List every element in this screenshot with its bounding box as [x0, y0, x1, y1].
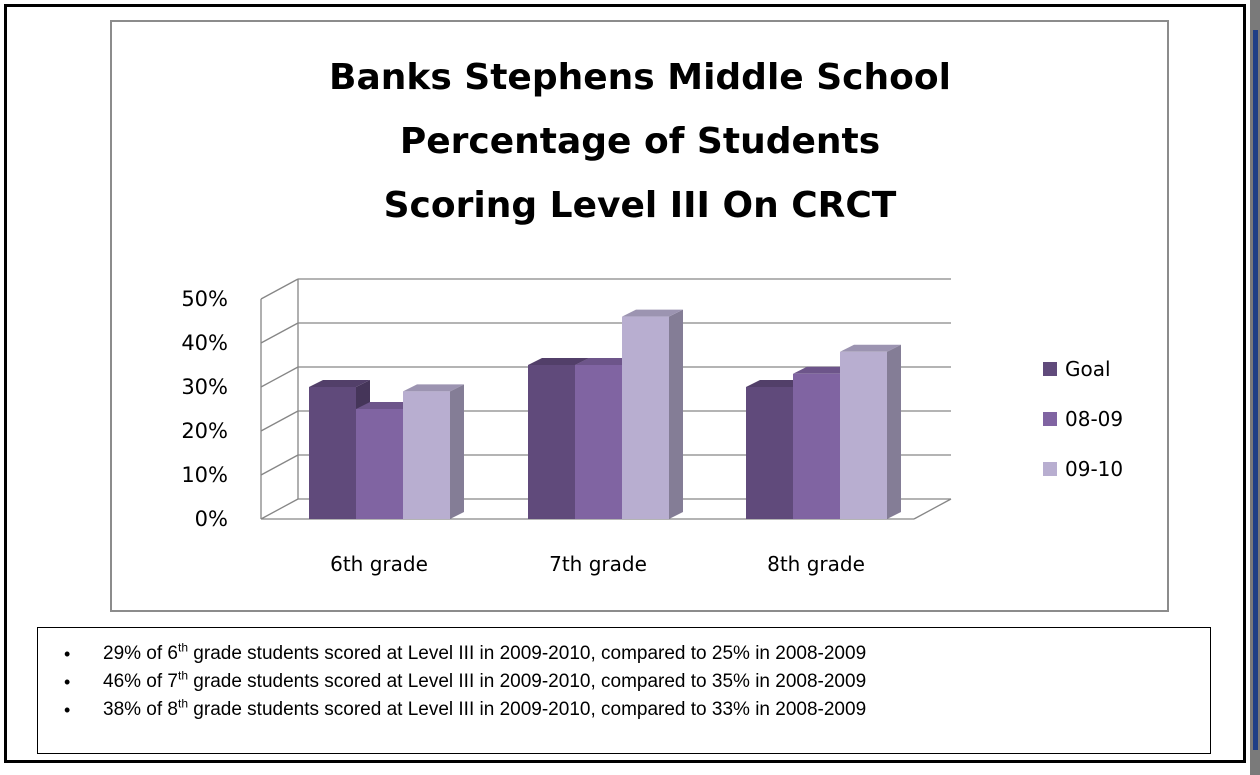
y-tick-label: 50% — [181, 287, 228, 311]
chart-title-line-3: Scoring Level III On CRCT — [384, 185, 897, 226]
bar — [356, 402, 417, 519]
note-rest: grade students scored at Level III in 20… — [188, 699, 867, 720]
bar-front — [356, 409, 403, 519]
bullet-icon: • — [64, 700, 71, 720]
gridline-depth — [260, 410, 299, 432]
bar — [840, 344, 901, 519]
note-lead: 29% of 6 — [103, 643, 178, 664]
note-sup: th — [178, 668, 189, 683]
gridline-depth — [260, 454, 299, 476]
legend-swatch — [1043, 462, 1057, 476]
chart-container: Banks Stephens Middle School Percentage … — [110, 20, 1169, 612]
bar-top — [622, 309, 683, 317]
note-lead: 46% of 7 — [103, 671, 178, 692]
gridline-depth — [260, 366, 299, 388]
y-tick-label: 10% — [181, 463, 228, 487]
bar-top — [575, 358, 636, 365]
y-tick-label: 40% — [181, 331, 228, 355]
chart-svg: Banks Stephens Middle School Percentage … — [181, 57, 1123, 576]
y-axis-ticks: 0% 10% 20% 30% 40% 50% — [181, 287, 228, 531]
legend-label: Goal — [1065, 357, 1111, 381]
bar-side — [887, 344, 901, 519]
y-tick-label: 20% — [181, 419, 228, 443]
bar-top — [840, 344, 901, 352]
bar — [403, 384, 464, 519]
bar-side — [450, 384, 464, 519]
chart-title-line-1: Banks Stephens Middle School — [329, 57, 951, 98]
bar-top — [528, 358, 589, 365]
y-tick-label: 0% — [195, 507, 228, 531]
bar-top — [793, 366, 854, 374]
note-sup: th — [178, 640, 189, 655]
bullet-icon: • — [64, 644, 71, 664]
bar-front — [746, 387, 793, 519]
legend: Goal 08-09 09-10 — [1043, 357, 1123, 481]
note-rest: grade students scored at Level III in 20… — [188, 671, 867, 692]
plot-area: 0% 10% 20% 30% 40% 50% 6th grade 7th grade 8th g… — [181, 278, 952, 576]
bar-side — [669, 309, 683, 519]
note-item-7th: • 46% of 7th grade students scored at Lev… — [38, 668, 1210, 696]
bar-front — [840, 351, 887, 519]
legend-label: 08-09 — [1065, 407, 1123, 431]
bar-top — [356, 402, 417, 409]
legend-swatch — [1043, 362, 1057, 376]
bar-top — [403, 384, 464, 392]
gridline-depth — [260, 278, 299, 300]
legend-swatch — [1043, 412, 1057, 426]
x-tick-label: 7th grade — [549, 552, 647, 576]
floor-right-edge — [913, 498, 952, 520]
x-tick-label: 6th grade — [330, 552, 428, 576]
note-lead: 38% of 8 — [103, 699, 178, 720]
bar-front — [575, 365, 622, 519]
y-tick-label: 30% — [181, 375, 228, 399]
legend-label: 09-10 — [1065, 457, 1123, 481]
right-edge-accent — [1253, 30, 1258, 750]
gridline-depth — [260, 322, 299, 344]
notes-list: • 29% of 6th grade students scored at Lev… — [38, 628, 1210, 724]
bar-front — [622, 316, 669, 519]
chart-title-line-2: Percentage of Students — [400, 121, 880, 162]
x-tick-label: 8th grade — [767, 552, 865, 576]
bullet-icon: • — [64, 672, 71, 692]
notes-box: • 29% of 6th grade students scored at Lev… — [37, 627, 1211, 754]
bar-front — [309, 387, 356, 519]
note-rest: grade students scored at Level III in 20… — [188, 643, 867, 664]
bar-front — [793, 373, 840, 519]
bar — [622, 309, 683, 519]
bar-top — [746, 380, 807, 387]
bars — [309, 309, 901, 519]
note-item-8th: • 38% of 8th grade students scored at Lev… — [38, 696, 1210, 724]
bar-front — [403, 391, 450, 519]
gridline-depth — [260, 498, 299, 520]
note-sup: th — [178, 696, 189, 711]
note-item-6th: • 29% of 6th grade students scored at Lev… — [38, 640, 1210, 668]
bar-front — [528, 365, 575, 519]
bar-top — [309, 380, 370, 387]
